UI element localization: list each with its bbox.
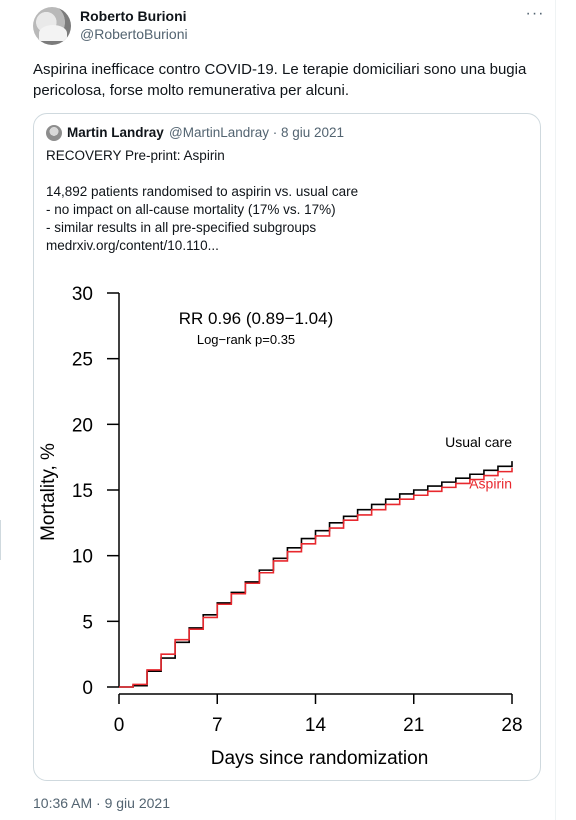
quoted-meta: @MartinLandray · 8 giu 2021 [169,125,345,140]
mortality-chart: 0 5 10 15 20 25 30 0 7 14 21 28 Days since randomiz… [38,284,523,769]
tweet-card: Roberto Burioni @RobertoBurioni ··· Aspi… [0,0,556,820]
x-tick-label: 21 [403,715,424,736]
series-line-aspirin [119,467,513,688]
y-tick-label: 30 [72,284,93,305]
quoted-tweet[interactable]: Martin Landray @MartinLandray · 8 giu 20… [33,113,541,781]
divider [0,520,1,560]
author-handle[interactable]: @RobertoBurioni [80,26,188,42]
quoted-avatar[interactable] [46,125,62,141]
y-tick-label: 10 [72,547,93,568]
avatar[interactable] [33,7,71,45]
timestamp[interactable]: 10:36 AM · 9 giu 2021 [33,795,170,811]
quoted-author-name[interactable]: Martin Landray [67,125,164,140]
author-name[interactable]: Roberto Burioni [80,8,187,24]
x-axis-label: Days since randomization [211,748,429,769]
series-line-usual-care [119,461,513,688]
chart-annotation-p: Log−rank p=0.35 [197,332,295,347]
x-tick-label: 0 [114,715,125,736]
x-tick-label: 7 [212,715,223,736]
y-axis-label: Mortality, % [38,443,59,541]
series-label-usual-care: Usual care [445,434,512,450]
y-tick-label: 5 [82,612,93,633]
quoted-text: RECOVERY Pre-print: Aspirin 14,892 patie… [46,148,359,253]
chart-annotation-rr: RR 0.96 (0.89−1.04) [179,309,334,328]
x-tick-label: 14 [305,715,327,736]
more-icon[interactable]: ··· [525,5,545,22]
x-tick-label: 28 [501,715,522,736]
series-label-aspirin: Aspirin [469,476,512,492]
y-tick-label: 20 [72,415,93,436]
y-tick-label: 25 [72,350,93,371]
tweet-text: Aspirina inefficace contro COVID-19. Le … [33,61,527,99]
y-tick-label: 0 [82,678,93,699]
y-tick-label: 15 [72,481,93,502]
